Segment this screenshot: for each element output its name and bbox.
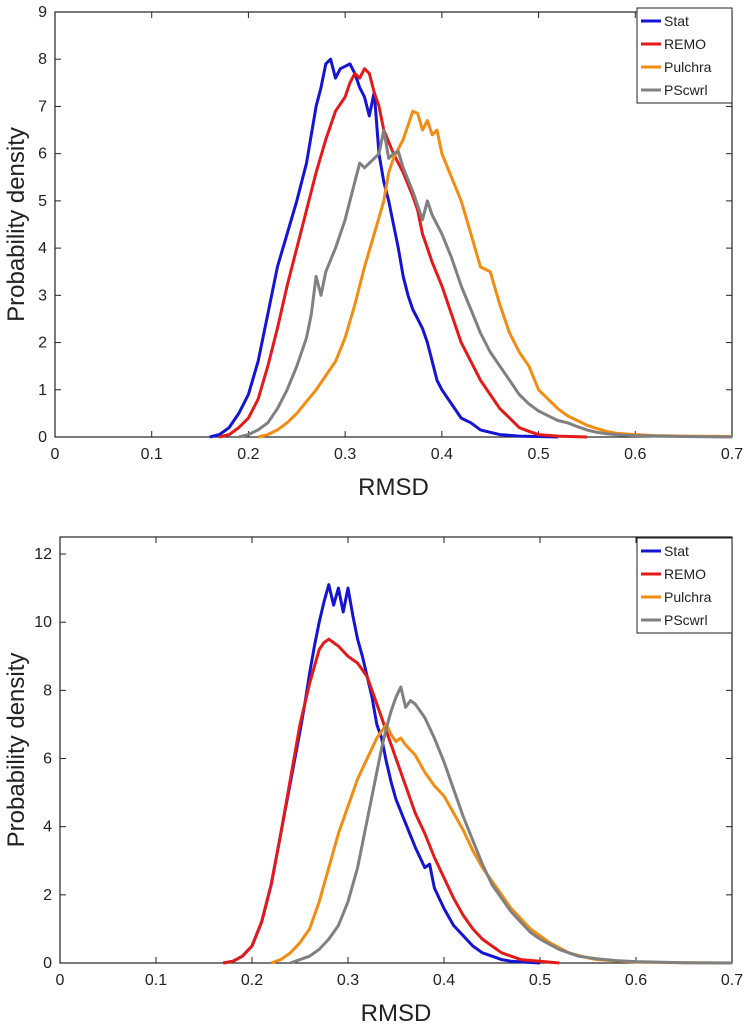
y-tick-label: 5 bbox=[38, 193, 47, 210]
y-tick-label: 3 bbox=[38, 287, 47, 304]
legend-label-pulchra: Pulchra bbox=[664, 59, 712, 75]
x-tick-label: 0.5 bbox=[527, 446, 549, 463]
legend-label-remo: REMO bbox=[664, 566, 706, 582]
series-line-stat bbox=[209, 57, 558, 439]
x-tick-label: 0.6 bbox=[625, 972, 647, 989]
x-tick-label: 0.1 bbox=[141, 446, 163, 463]
x-tick-label: 0.2 bbox=[241, 972, 263, 989]
y-tick-label: 2 bbox=[43, 887, 52, 904]
y-axis-label: Probability density bbox=[3, 127, 30, 322]
series-line-pulchra bbox=[270, 722, 733, 965]
chart-2: 0 0.1 0.2 0.3 0.4 0.5 0.6 0.7 0 2 4 6 8 10 12 RMSD Proba… bbox=[3, 536, 743, 1024]
y-tick-label: 1 bbox=[38, 382, 47, 399]
legend-label-pulchra: Pulchra bbox=[664, 589, 712, 605]
legend-box bbox=[636, 7, 733, 104]
legend-box bbox=[636, 537, 733, 634]
x-tick-label: 0.2 bbox=[237, 446, 259, 463]
legend-label-pscwrl: PScwrl bbox=[664, 612, 708, 628]
legend: Stat REMO Pulchra PScwrl bbox=[636, 7, 733, 104]
x-tick-label: 0.7 bbox=[721, 972, 743, 989]
x-axis-label: RMSD bbox=[361, 1000, 432, 1024]
x-tick-label: 0.4 bbox=[433, 972, 455, 989]
y-axis-label: Probability density bbox=[3, 653, 30, 848]
legend-label-stat: Stat bbox=[664, 13, 689, 29]
legend-label-stat: Stat bbox=[664, 543, 689, 559]
x-tick-label: 0 bbox=[51, 446, 60, 463]
x-tick-label: 0.4 bbox=[431, 446, 453, 463]
x-tick-label: 0.3 bbox=[337, 972, 359, 989]
series-line-pulchra bbox=[257, 109, 733, 439]
chart-1: 0 0.1 0.2 0.3 0.4 0.5 0.6 0.7 0 1 2 3 4 5 6 7 8 9 RMSD Prob… bbox=[3, 4, 743, 501]
y-tick-label: 4 bbox=[43, 819, 52, 836]
y-tick-label: 0 bbox=[38, 429, 47, 446]
y-tick-label: 7 bbox=[38, 98, 47, 115]
y-tick-label: 0 bbox=[43, 955, 52, 972]
y-tick-label: 6 bbox=[38, 146, 47, 163]
y-tick-label: 2 bbox=[38, 335, 47, 352]
y-tick-label: 8 bbox=[43, 682, 52, 699]
y-tick-label: 4 bbox=[38, 240, 47, 257]
legend-label-remo: REMO bbox=[664, 36, 706, 52]
series-line-remo bbox=[222, 637, 560, 965]
y-tick-label: 9 bbox=[38, 4, 47, 21]
x-tick-label: 0.5 bbox=[529, 972, 551, 989]
series-line-remo bbox=[219, 67, 587, 439]
y-tick-label: 8 bbox=[38, 51, 47, 68]
series-line-stat bbox=[222, 583, 541, 965]
x-axis-label: RMSD bbox=[358, 474, 429, 501]
x-tick-label: 0.6 bbox=[624, 446, 646, 463]
plot-area-frame bbox=[54, 11, 733, 438]
series-line-pscwrl bbox=[238, 128, 733, 439]
series-line-pscwrl bbox=[289, 685, 733, 965]
y-tick-label: 10 bbox=[34, 614, 52, 631]
x-tick-label: 0.1 bbox=[145, 972, 167, 989]
legend: Stat REMO Pulchra PScwrl bbox=[636, 537, 733, 634]
legend-label-pscwrl: PScwrl bbox=[664, 82, 708, 98]
x-tick-label: 0.3 bbox=[334, 446, 356, 463]
x-tick-label: 0 bbox=[56, 972, 65, 989]
y-tick-label: 6 bbox=[43, 751, 52, 768]
plot-area-frame bbox=[59, 536, 733, 964]
x-tick-label: 0.7 bbox=[721, 446, 743, 463]
y-tick-label: 12 bbox=[34, 546, 52, 563]
